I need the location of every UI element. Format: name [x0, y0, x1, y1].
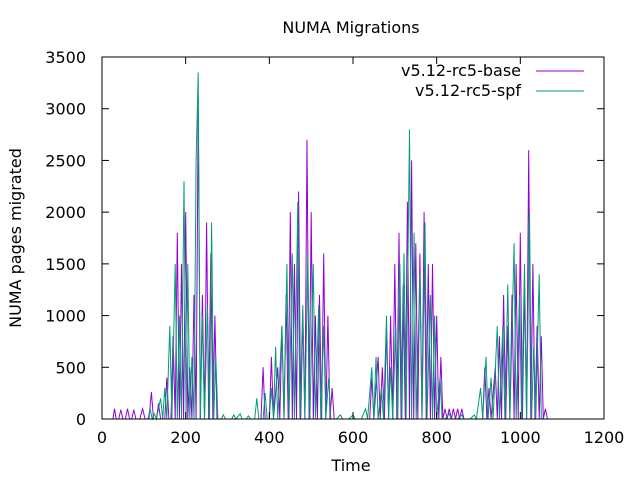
x-tick-label: 800: [421, 428, 452, 447]
series-layer: [102, 72, 548, 421]
y-tick-label: 0: [76, 410, 86, 429]
y-tick-label: 1500: [45, 255, 86, 274]
y-tick-label: 3000: [45, 100, 86, 119]
x-tick-label: 1000: [500, 428, 541, 447]
chart-title: NUMA Migrations: [282, 18, 419, 37]
x-tick-label: 600: [338, 428, 369, 447]
y-tick-label: 3500: [45, 48, 86, 67]
legend-label-base: v5.12-rc5-base: [401, 61, 521, 80]
x-tick-label: 400: [254, 428, 285, 447]
ticks-layer: 0 200 400 600 800 1000 1200 0 500 1000 1500 2000 250…: [45, 48, 624, 447]
y-tick-label: 2500: [45, 151, 86, 170]
y-tick-label: 500: [55, 358, 86, 377]
x-axis-label: Time: [330, 456, 370, 475]
x-tick-label: 1200: [584, 428, 625, 447]
series-line-spf: [102, 72, 546, 421]
x-tick-label: 200: [170, 428, 201, 447]
y-tick-label: 2000: [45, 203, 86, 222]
legend: v5.12-rc5-base v5.12-rc5-spf: [401, 61, 584, 100]
y-tick-label: 1000: [45, 307, 86, 326]
legend-label-spf: v5.12-rc5-spf: [415, 81, 521, 100]
y-axis-label: NUMA pages migrated: [6, 148, 25, 328]
x-tick-label: 0: [97, 428, 107, 447]
